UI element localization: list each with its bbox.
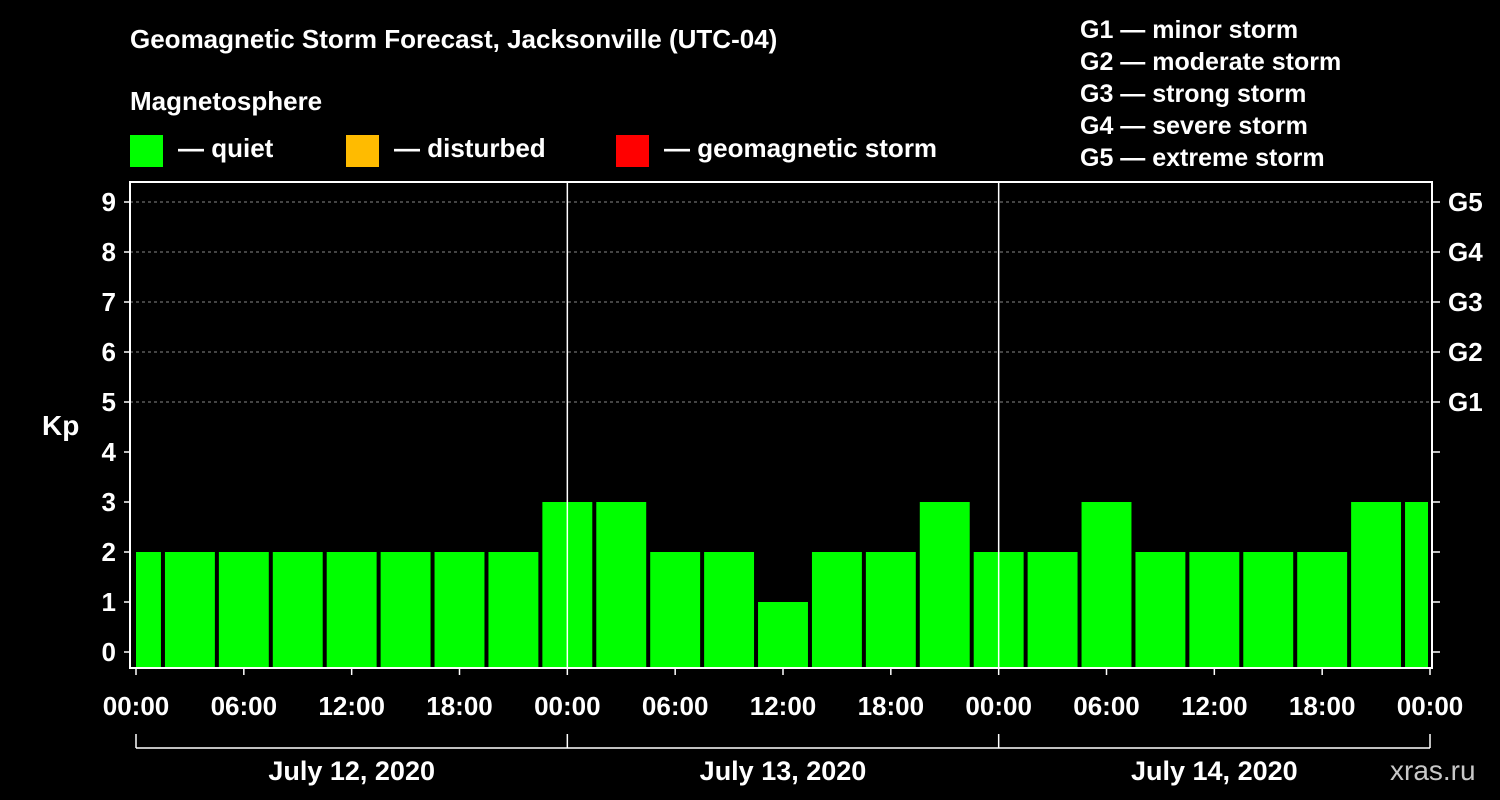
legend-swatch-storm [616, 135, 649, 167]
bar-15 [919, 502, 970, 668]
storm-scale-g4: G4 — severe storm [1080, 112, 1308, 140]
y-tick-label-7: 7 [102, 287, 116, 317]
x-tick-label-12: 00:00 [1397, 691, 1464, 721]
y-axis-label: Kp [42, 410, 80, 441]
y-tick-label-4: 4 [102, 437, 117, 467]
y-tick-label-0: 0 [102, 637, 116, 667]
bar-6 [434, 552, 485, 668]
x-tick-label-7: 18:00 [858, 691, 925, 721]
bar-11 [704, 552, 755, 668]
chart-title: Geomagnetic Storm Forecast, Jacksonville… [130, 24, 778, 54]
y-tick-label-5: 5 [102, 387, 116, 417]
bar-22 [1297, 552, 1348, 668]
bar-23 [1351, 502, 1402, 668]
bar-5 [380, 552, 431, 668]
bar-17 [1027, 552, 1078, 668]
x-tick-label-1: 06:00 [211, 691, 278, 721]
bar-20 [1189, 552, 1240, 668]
day-label-2: July 14, 2020 [1131, 756, 1298, 786]
y-tick-label-6: 6 [102, 337, 116, 367]
bar-1 [164, 552, 215, 668]
storm-level-label-g1: G1 [1448, 387, 1483, 417]
day-label-0: July 12, 2020 [268, 756, 435, 786]
legend-label-quiet: — quiet [178, 133, 274, 163]
x-tick-label-4: 00:00 [534, 691, 601, 721]
x-tick-label-9: 06:00 [1073, 691, 1140, 721]
storm-level-label-g2: G2 [1448, 337, 1483, 367]
legend-swatch-quiet [130, 135, 163, 167]
bar-21 [1243, 552, 1294, 668]
bar-19 [1135, 552, 1186, 668]
storm-level-label-g5: G5 [1448, 187, 1483, 217]
bar-0 [136, 552, 161, 668]
plot-frame [129, 181, 1433, 669]
y-tick-label-8: 8 [102, 237, 116, 267]
storm-scale-legend: G1 — minor storm G2 — moderate storm G3 … [1080, 14, 1341, 174]
bar-10 [650, 552, 701, 668]
bar-14 [865, 552, 916, 668]
watermark: xras.ru [1390, 755, 1476, 786]
bar-3 [272, 552, 323, 668]
bar-12 [758, 602, 808, 668]
legend-label-storm: — geomagnetic storm [664, 133, 938, 163]
x-tick-label-6: 12:00 [750, 691, 817, 721]
x-tick-label-11: 18:00 [1289, 691, 1356, 721]
y-tick-label-1: 1 [102, 587, 116, 617]
x-tick-label-10: 12:00 [1181, 691, 1248, 721]
storm-scale-g1: G1 — minor storm [1080, 16, 1299, 44]
bar-24 [1405, 502, 1428, 668]
x-tick-label-8: 00:00 [965, 691, 1032, 721]
storm-scale-g5: G5 — extreme storm [1080, 144, 1325, 172]
storm-scale-g3: G3 — strong storm [1080, 80, 1307, 108]
day-label-1: July 13, 2020 [700, 756, 867, 786]
storm-level-label-g3: G3 [1448, 287, 1483, 317]
bar-4 [326, 552, 377, 668]
legend-swatch-disturbed [346, 135, 379, 167]
x-tick-label-2: 12:00 [318, 691, 385, 721]
bar-18 [1081, 502, 1132, 668]
y-tick-label-3: 3 [102, 487, 116, 517]
x-tick-label-3: 18:00 [426, 691, 493, 721]
x-tick-label-5: 06:00 [642, 691, 709, 721]
x-tick-label-0: 00:00 [103, 691, 170, 721]
bar-2 [218, 552, 269, 668]
storm-level-label-g4: G4 [1448, 237, 1483, 267]
chart-subtitle: Magnetosphere [130, 86, 323, 116]
bar-7 [488, 552, 539, 668]
storm-scale-g2: G2 — moderate storm [1080, 48, 1342, 76]
bar-9 [596, 502, 647, 668]
bar-13 [811, 552, 862, 668]
legend-label-disturbed: — disturbed [394, 133, 546, 163]
y-tick-label-9: 9 [102, 187, 116, 217]
y-tick-label-2: 2 [102, 537, 116, 567]
